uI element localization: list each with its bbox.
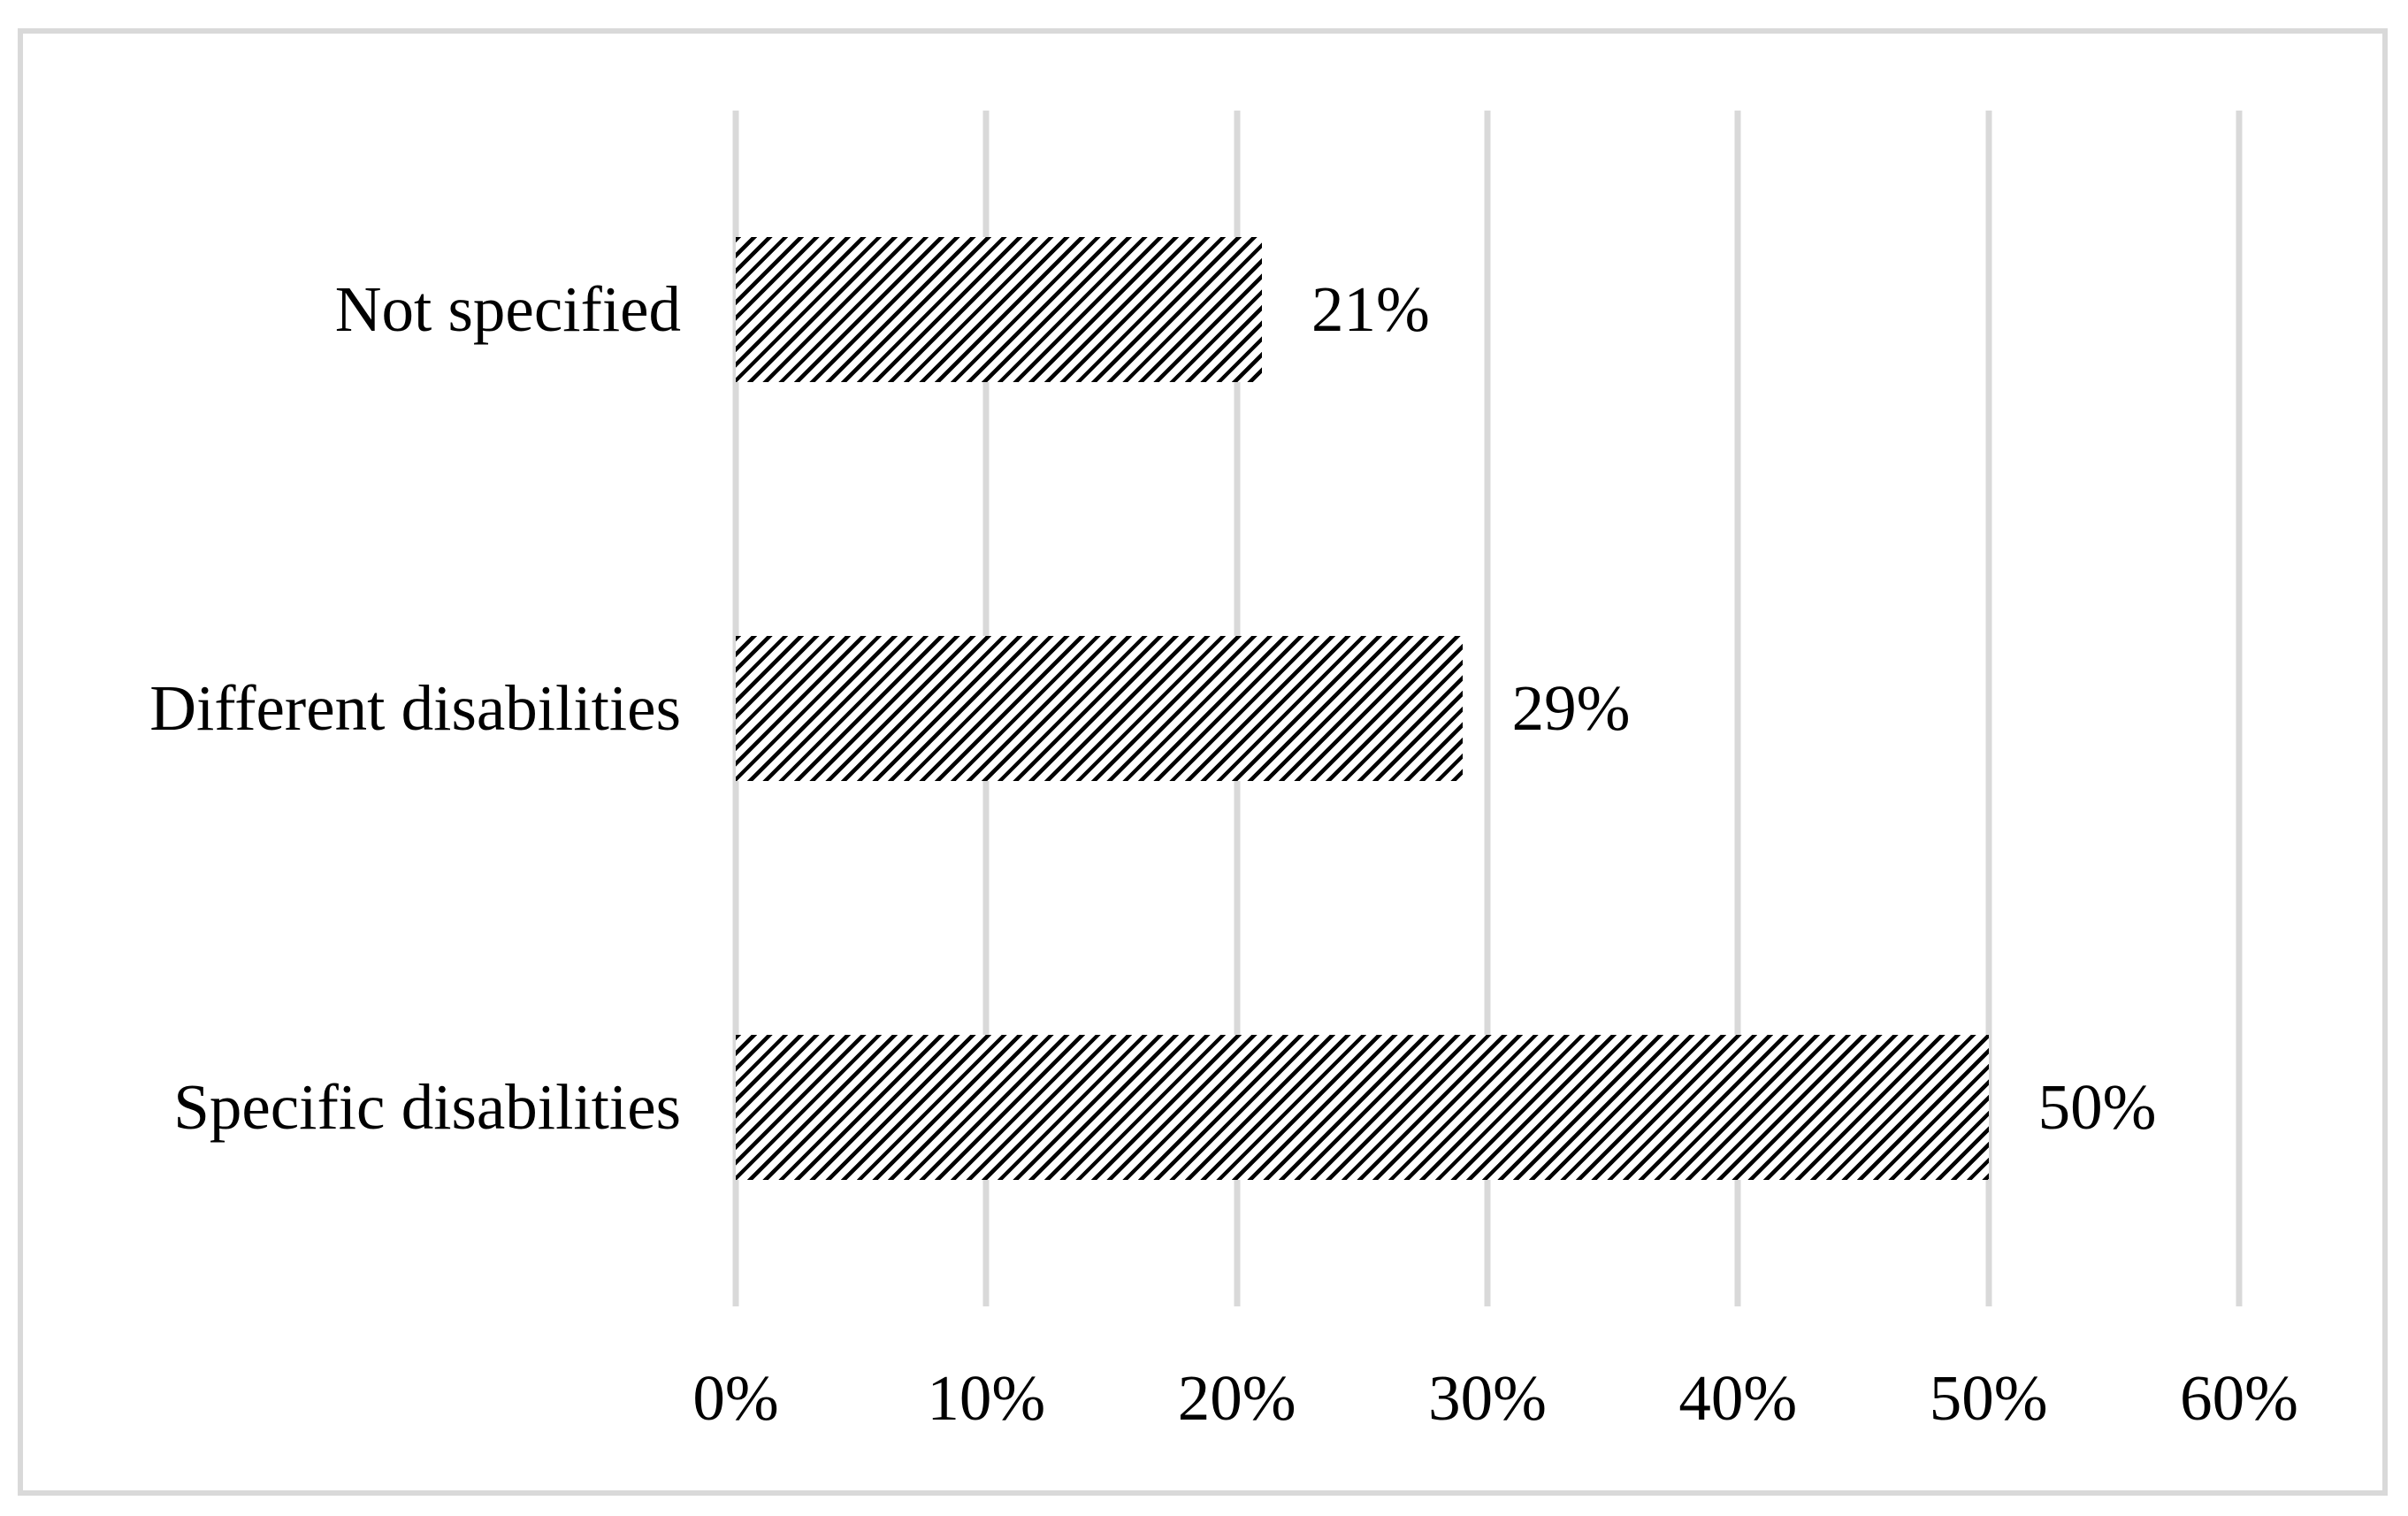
- x-axis-tick-label: 40%: [1678, 1362, 1798, 1434]
- x-axis-tick-label: 20%: [1177, 1362, 1296, 1434]
- x-axis-tick-label: 60%: [2180, 1362, 2298, 1434]
- x-axis-tick-label: 30%: [1428, 1362, 1547, 1434]
- gridline: [2236, 111, 2243, 1306]
- bar: [736, 636, 1463, 781]
- value-labels-layer: 21% 29% 50%: [736, 111, 2239, 1306]
- chart-frame: Not specified Different disabilities Speci…: [18, 28, 2388, 1496]
- bar-value-label: 29%: [1511, 672, 1631, 745]
- bar: [736, 1034, 1989, 1180]
- bar-value-label: 50%: [2037, 1070, 2157, 1143]
- x-axis-tick-label: 50%: [1929, 1362, 2048, 1434]
- gridline: [1985, 111, 1992, 1306]
- x-axis-tick-label: 10%: [927, 1362, 1046, 1434]
- bar: [736, 237, 1262, 383]
- gridline: [1484, 111, 1491, 1306]
- category-labels-layer: Not specified Different disabilities Speci…: [149, 111, 2239, 1306]
- x-axis-tick-label: 0%: [692, 1362, 779, 1434]
- plot-area: Not specified Different disabilities Speci…: [149, 111, 2298, 1434]
- gridline: [1734, 111, 1741, 1306]
- category-label: Not specified: [334, 273, 681, 346]
- bars-layer: [736, 111, 2239, 1306]
- category-label: Different disabilities: [149, 672, 681, 745]
- x-axis-tick-labels-layer: 0% 10% 20% 30% 40% 50% 60%: [692, 111, 2298, 1434]
- category-label: Specific disabilities: [173, 1070, 681, 1143]
- bar-value-label: 21%: [1311, 273, 1430, 346]
